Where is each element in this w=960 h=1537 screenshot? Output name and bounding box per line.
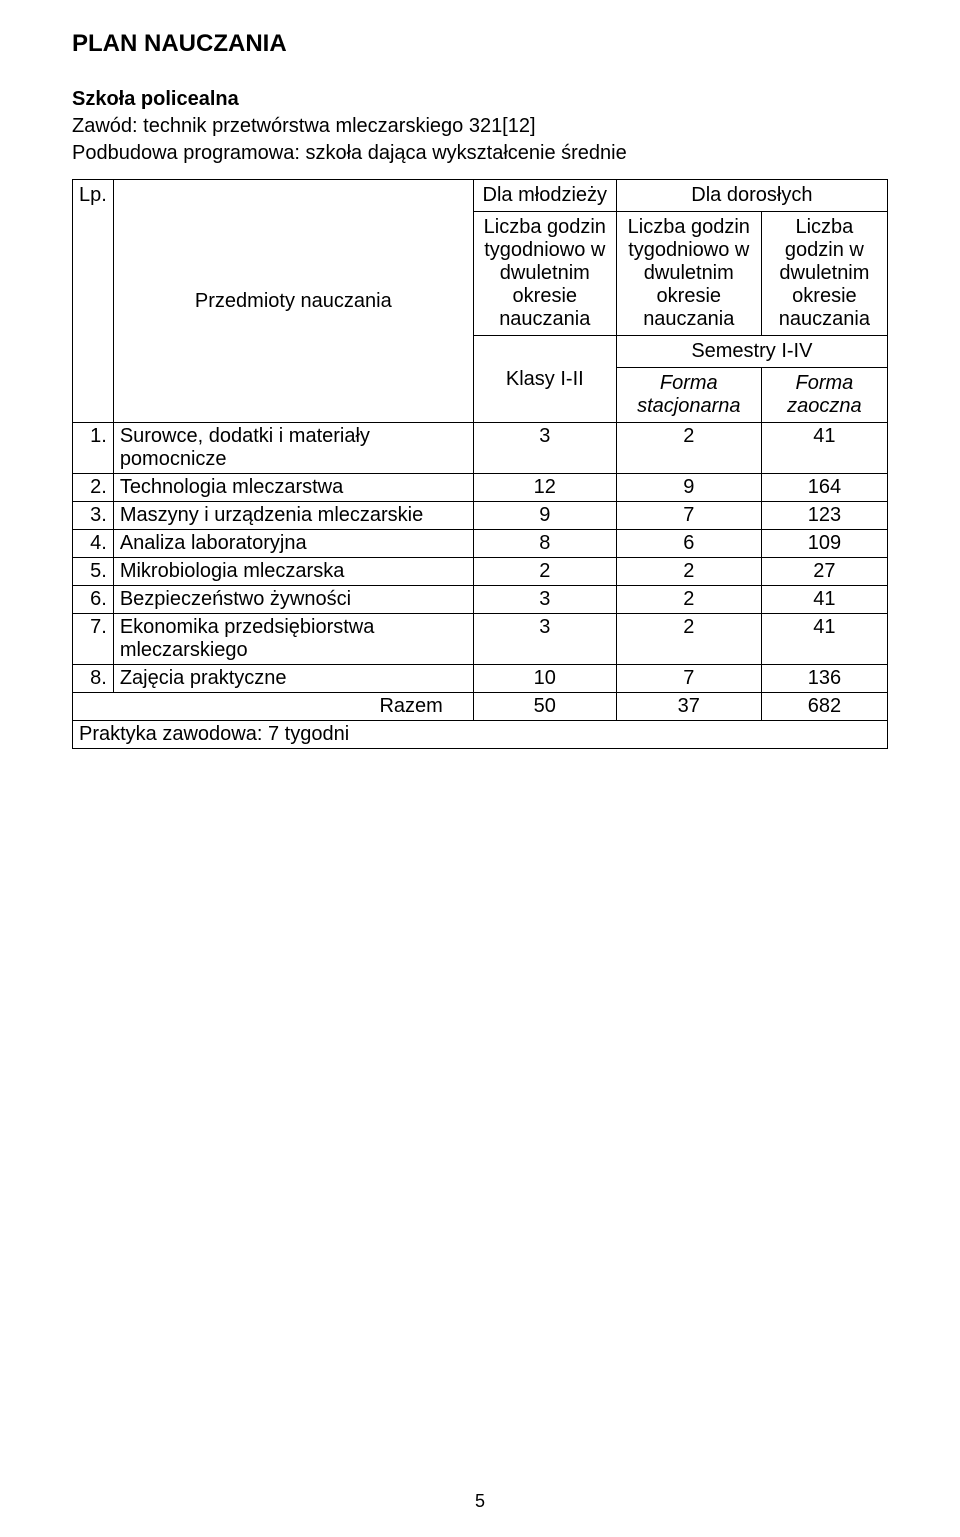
row-lp: 2. [73,474,114,502]
header-col1: Liczba godzin tygodniowo w dwuletnim okr… [473,212,616,336]
header-youth: Dla młodzieży [473,180,616,212]
subtitle-line-3: Podbudowa programowa: szkoła dająca wyks… [72,140,888,167]
subtitle-line-1: Szkoła policealna [72,86,888,113]
row-v1: 3 [473,586,616,614]
table-row: 6. Bezpieczeństwo żywności 3 2 41 [73,586,888,614]
row-v2: 2 [616,586,761,614]
curriculum-table: Lp. Przedmioty nauczania Dla młodzieży D… [72,179,888,749]
row-v2: 7 [616,502,761,530]
row-name: Analiza laboratoryjna [113,530,473,558]
row-v2: 6 [616,530,761,558]
row-v1: 12 [473,474,616,502]
row-lp: 6. [73,586,114,614]
row-lp: 5. [73,558,114,586]
row-name: Technologia mleczarstwa [113,474,473,502]
row-lp: 3. [73,502,114,530]
row-v3: 27 [761,558,887,586]
header-adults: Dla dorosłych [616,180,887,212]
row-v2: 7 [616,665,761,693]
header-form-stationary: Forma stacjonarna [616,368,761,423]
table-row: 7. Ekonomika przedsiębiorstwa mleczarski… [73,614,888,665]
row-name: Ekonomika przedsiębiorstwa mleczarskiego [113,614,473,665]
total-row: Razem 50 37 682 [73,693,888,721]
row-v2: 9 [616,474,761,502]
row-name: Surowce, dodatki i materiały pomocnicze [113,423,473,474]
row-v1: 10 [473,665,616,693]
header-lp: Lp. [73,180,114,423]
header-form-extramural: Forma zaoczna [761,368,887,423]
header-semesters: Semestry I-IV [616,336,887,368]
table-header-row: Lp. Przedmioty nauczania Dla młodzieży D… [73,180,888,212]
document-page: PLAN NAUCZANIA Szkoła policealna Zawód: … [0,0,960,1537]
practice-label: Praktyka zawodowa: 7 tygodni [73,721,888,749]
row-name: Zajęcia praktyczne [113,665,473,693]
row-v3: 109 [761,530,887,558]
row-lp: 7. [73,614,114,665]
page-title: PLAN NAUCZANIA [72,30,888,58]
table-row: 2. Technologia mleczarstwa 12 9 164 [73,474,888,502]
subtitle-block: Szkoła policealna Zawód: technik przetwó… [72,86,888,167]
row-v3: 164 [761,474,887,502]
total-v3: 682 [761,693,887,721]
practice-row: Praktyka zawodowa: 7 tygodni [73,721,888,749]
table-row: 3. Maszyny i urządzenia mleczarskie 9 7 … [73,502,888,530]
row-v2: 2 [616,614,761,665]
row-lp: 8. [73,665,114,693]
row-lp: 4. [73,530,114,558]
row-v3: 41 [761,586,887,614]
table-row: 1. Surowce, dodatki i materiały pomocnic… [73,423,888,474]
row-v1: 8 [473,530,616,558]
total-v1: 50 [473,693,616,721]
header-classes: Klasy I-II [473,336,616,423]
header-col3: Liczba godzin w dwuletnim okresie naucza… [761,212,887,336]
row-v1: 2 [473,558,616,586]
row-name: Bezpieczeństwo żywności [113,586,473,614]
row-v2: 2 [616,423,761,474]
total-label: Razem [73,693,474,721]
table-row: 8. Zajęcia praktyczne 10 7 136 [73,665,888,693]
total-v2: 37 [616,693,761,721]
table-row: 4. Analiza laboratoryjna 8 6 109 [73,530,888,558]
row-v1: 9 [473,502,616,530]
row-v3: 136 [761,665,887,693]
row-v1: 3 [473,423,616,474]
subtitle-line-2: Zawód: technik przetwórstwa mleczarskieg… [72,113,888,140]
row-name: Maszyny i urządzenia mleczarskie [113,502,473,530]
row-v2: 2 [616,558,761,586]
page-number: 5 [0,1491,960,1512]
row-v3: 41 [761,423,887,474]
header-col2: Liczba godzin tygodniowo w dwuletnim okr… [616,212,761,336]
row-lp: 1. [73,423,114,474]
row-v1: 3 [473,614,616,665]
row-name: Mikrobiologia mleczarska [113,558,473,586]
header-subjects: Przedmioty nauczania [113,180,473,423]
row-v3: 123 [761,502,887,530]
table-row: 5. Mikrobiologia mleczarska 2 2 27 [73,558,888,586]
row-v3: 41 [761,614,887,665]
